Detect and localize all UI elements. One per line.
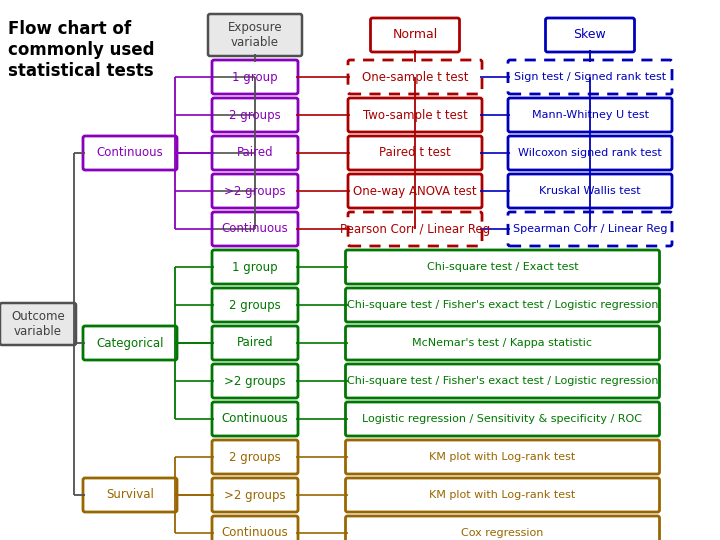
Text: Spearman Corr / Linear Reg: Spearman Corr / Linear Reg	[513, 224, 667, 234]
FancyBboxPatch shape	[371, 18, 459, 52]
Text: 2 groups: 2 groups	[229, 299, 281, 312]
FancyBboxPatch shape	[508, 212, 672, 246]
FancyBboxPatch shape	[212, 364, 298, 398]
FancyBboxPatch shape	[348, 136, 482, 170]
FancyBboxPatch shape	[346, 478, 660, 512]
Text: Chi-square test / Fisher's exact test / Logistic regression: Chi-square test / Fisher's exact test / …	[347, 376, 658, 386]
Text: 2 groups: 2 groups	[229, 109, 281, 122]
Text: Cox regression: Cox regression	[462, 528, 544, 538]
Text: >2 groups: >2 groups	[224, 185, 286, 198]
Text: Mann-Whitney U test: Mann-Whitney U test	[531, 110, 649, 120]
Text: Wilcoxon signed rank test: Wilcoxon signed rank test	[518, 148, 662, 158]
FancyBboxPatch shape	[346, 402, 660, 436]
Text: Continuous: Continuous	[222, 526, 289, 539]
FancyBboxPatch shape	[346, 364, 660, 398]
Text: One-sample t test: One-sample t test	[361, 71, 468, 84]
Text: KM plot with Log-rank test: KM plot with Log-rank test	[429, 452, 575, 462]
Text: KM plot with Log-rank test: KM plot with Log-rank test	[429, 490, 575, 500]
FancyBboxPatch shape	[346, 516, 660, 540]
FancyBboxPatch shape	[508, 174, 672, 208]
Text: Skew: Skew	[574, 29, 606, 42]
Text: Two-sample t test: Two-sample t test	[363, 109, 467, 122]
FancyBboxPatch shape	[348, 60, 482, 94]
FancyBboxPatch shape	[212, 212, 298, 246]
FancyBboxPatch shape	[212, 174, 298, 208]
FancyBboxPatch shape	[83, 478, 177, 512]
FancyBboxPatch shape	[348, 174, 482, 208]
Text: >2 groups: >2 groups	[224, 489, 286, 502]
FancyBboxPatch shape	[212, 60, 298, 94]
Text: Normal: Normal	[392, 29, 438, 42]
FancyBboxPatch shape	[212, 250, 298, 284]
FancyBboxPatch shape	[348, 212, 482, 246]
Text: Outcome
variable: Outcome variable	[11, 310, 65, 338]
Text: Logistic regression / Sensitivity & specificity / ROC: Logistic regression / Sensitivity & spec…	[362, 414, 642, 424]
FancyBboxPatch shape	[83, 136, 177, 170]
FancyBboxPatch shape	[212, 136, 298, 170]
Text: Categorical: Categorical	[96, 336, 163, 349]
FancyBboxPatch shape	[212, 288, 298, 322]
FancyBboxPatch shape	[508, 60, 672, 94]
Text: McNemar's test / Kappa statistic: McNemar's test / Kappa statistic	[413, 338, 593, 348]
Text: Paired: Paired	[237, 336, 274, 349]
Text: Continuous: Continuous	[96, 146, 163, 159]
FancyBboxPatch shape	[348, 98, 482, 132]
Text: 2 groups: 2 groups	[229, 450, 281, 463]
FancyBboxPatch shape	[346, 440, 660, 474]
FancyBboxPatch shape	[212, 478, 298, 512]
Text: One-way ANOVA test: One-way ANOVA test	[354, 185, 477, 198]
FancyBboxPatch shape	[346, 326, 660, 360]
Text: Paired t test: Paired t test	[379, 146, 451, 159]
Text: Survival: Survival	[106, 489, 154, 502]
FancyBboxPatch shape	[212, 98, 298, 132]
FancyBboxPatch shape	[208, 14, 302, 56]
FancyBboxPatch shape	[546, 18, 634, 52]
FancyBboxPatch shape	[346, 250, 660, 284]
FancyBboxPatch shape	[346, 288, 660, 322]
Text: Pearson Corr / Linear Reg: Pearson Corr / Linear Reg	[340, 222, 490, 235]
Text: Chi-square test / Fisher's exact test / Logistic regression: Chi-square test / Fisher's exact test / …	[347, 300, 658, 310]
Text: Continuous: Continuous	[222, 413, 289, 426]
Text: Chi-square test / Exact test: Chi-square test / Exact test	[427, 262, 578, 272]
FancyBboxPatch shape	[212, 326, 298, 360]
FancyBboxPatch shape	[212, 402, 298, 436]
Text: Continuous: Continuous	[222, 222, 289, 235]
FancyBboxPatch shape	[508, 136, 672, 170]
Text: Paired: Paired	[237, 146, 274, 159]
Text: 1 group: 1 group	[232, 260, 278, 273]
Text: Kruskal Wallis test: Kruskal Wallis test	[539, 186, 641, 196]
FancyBboxPatch shape	[0, 303, 76, 345]
Text: 1 group: 1 group	[232, 71, 278, 84]
Text: Flow chart of
commonly used
statistical tests: Flow chart of commonly used statistical …	[8, 20, 155, 79]
FancyBboxPatch shape	[212, 440, 298, 474]
Text: Exposure
variable: Exposure variable	[228, 21, 282, 49]
Text: Sign test / Signed rank test: Sign test / Signed rank test	[514, 72, 666, 82]
Text: >2 groups: >2 groups	[224, 375, 286, 388]
FancyBboxPatch shape	[83, 326, 177, 360]
FancyBboxPatch shape	[508, 98, 672, 132]
FancyBboxPatch shape	[212, 516, 298, 540]
